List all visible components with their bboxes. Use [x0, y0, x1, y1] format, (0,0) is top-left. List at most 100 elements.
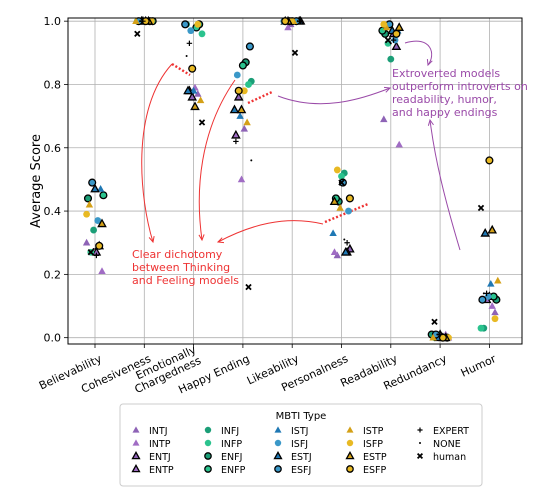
point-esfj	[181, 20, 190, 29]
point-isfj	[345, 207, 352, 215]
point-istj	[487, 279, 495, 287]
point-none	[436, 333, 439, 336]
point-esfj	[88, 178, 97, 187]
point-human	[384, 36, 392, 44]
y-axis-label: Average Score	[29, 134, 44, 228]
point-estp	[190, 101, 200, 111]
point-none	[185, 54, 188, 57]
point-none	[250, 159, 253, 162]
point-intp	[237, 175, 246, 183]
point-intj	[194, 90, 202, 97]
legend-label-isfp: ISFP	[363, 439, 383, 450]
point-estj	[480, 227, 491, 237]
point-human	[291, 49, 299, 57]
point-infp	[245, 81, 252, 88]
point-infp	[477, 324, 485, 332]
point-intj	[491, 308, 499, 316]
legend-label-istj: ISTJ	[291, 426, 308, 437]
point-istp	[336, 203, 344, 211]
point-intp	[395, 140, 403, 148]
legend-label-estj: ESTJ	[291, 452, 312, 463]
point-esfp	[345, 194, 354, 203]
legend-label-enfj: ENFJ	[221, 452, 242, 463]
point-isfp	[491, 315, 499, 323]
arrowhead	[148, 236, 155, 244]
point-enfp	[238, 61, 247, 70]
annotation-arrow	[217, 220, 324, 243]
legend-marker-estj	[273, 450, 283, 460]
legend-label-infp: INFP	[221, 439, 242, 450]
legend-label-isfj: ISFJ	[291, 439, 308, 450]
point-istp	[382, 23, 391, 31]
point-esfp	[485, 156, 494, 165]
point-esfj	[338, 178, 347, 187]
legend-label-esfp: ESFP	[363, 465, 386, 476]
legend-marker-isfj	[274, 439, 282, 447]
point-intp	[98, 267, 106, 275]
point-enfj	[83, 194, 93, 203]
point-istj	[329, 229, 337, 237]
y-tick-label: 1.0	[44, 15, 62, 28]
point-istp	[196, 96, 205, 104]
point-isfp	[240, 87, 248, 95]
point-intj	[240, 124, 249, 132]
point-expert	[390, 37, 397, 43]
arrowhead	[427, 118, 434, 126]
legend-marker-intj	[132, 426, 140, 433]
point-infp	[338, 172, 345, 180]
legend-marker-expert	[417, 427, 423, 433]
legend-label-istp: ISTP	[363, 426, 384, 437]
point-isfj	[233, 71, 241, 79]
point-entj	[233, 91, 244, 101]
legend-marker-istp	[346, 426, 354, 433]
point-intj	[82, 238, 91, 246]
legend-marker-entj	[131, 450, 141, 460]
point-estj	[229, 104, 240, 114]
point-isfp	[83, 210, 90, 218]
legend-label-expert: EXPERT	[433, 426, 469, 437]
legend-label-esfj: ESFJ	[291, 465, 311, 476]
point-isfj	[187, 27, 195, 35]
point-infp	[198, 30, 206, 38]
legend-label-enfp: ENFP	[221, 465, 246, 476]
point-estj	[340, 246, 351, 256]
point-esfp	[438, 333, 447, 342]
point-estj	[90, 183, 100, 193]
point-istp	[243, 118, 251, 126]
legend-label-infj: INFJ	[221, 426, 239, 437]
annotation-arrows	[141, 40, 461, 251]
legend-marker-enfp	[204, 465, 212, 473]
legend-marker-istj	[274, 426, 282, 433]
legend-marker-none	[419, 442, 421, 444]
y-tick-label: 0.4	[44, 205, 62, 218]
point-istp	[429, 333, 437, 341]
point-expert	[93, 252, 100, 259]
y-tick-label: 0.0	[44, 332, 62, 345]
point-none	[296, 20, 299, 23]
point-human	[338, 179, 345, 186]
dotted-line	[247, 90, 273, 105]
annotation-arrow	[404, 40, 433, 66]
point-expert	[233, 138, 239, 145]
point-entj	[187, 91, 198, 101]
point-istp	[132, 17, 140, 24]
legend-label-intj: INTJ	[149, 426, 168, 437]
legend-label-intp: INTP	[149, 439, 171, 450]
annotation-arrow	[198, 79, 236, 241]
legend-marker-enfj	[204, 452, 212, 460]
legend-label-human: human	[433, 452, 466, 463]
point-entp	[231, 129, 241, 139]
point-isfp	[380, 20, 388, 28]
point-esfp	[392, 29, 401, 38]
point-enfp	[99, 191, 108, 200]
point-esfj	[478, 295, 487, 304]
point-istj	[96, 185, 105, 192]
dotted-line	[171, 62, 191, 77]
point-expert	[186, 40, 193, 47]
y-tick-label: 0.2	[44, 268, 62, 281]
point-isfp	[194, 20, 202, 28]
point-intp	[488, 302, 496, 309]
point-esfp	[95, 241, 104, 250]
arrowhead	[216, 237, 225, 244]
